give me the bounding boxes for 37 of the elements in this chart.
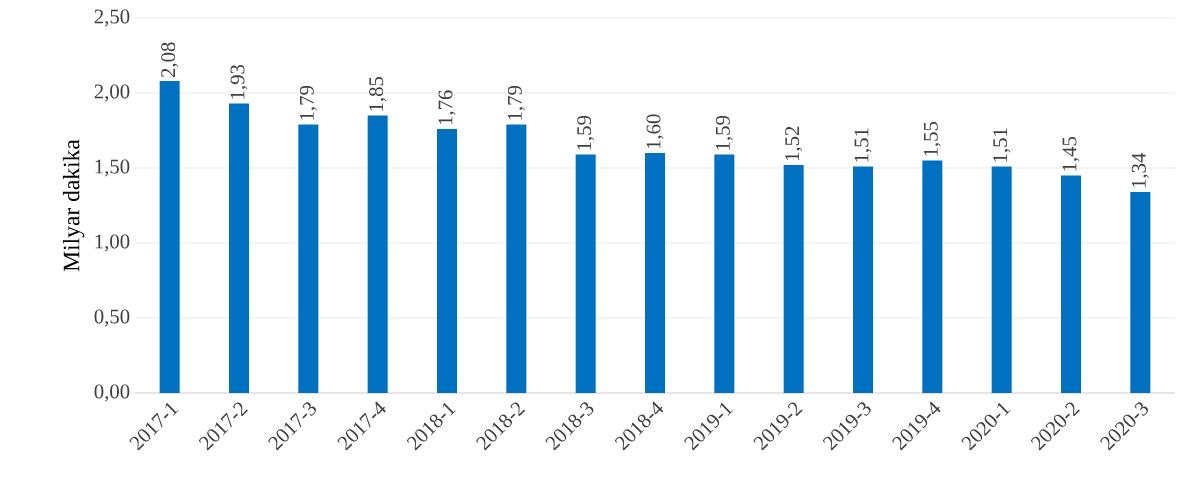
bar (645, 153, 666, 393)
data-label: 1,59 (715, 115, 733, 150)
y-tick-label: 0,50 (94, 309, 130, 327)
bar (1061, 175, 1082, 393)
data-label: 1,59 (577, 115, 595, 150)
bar (853, 166, 874, 393)
y-tick-label: 1,50 (95, 159, 130, 177)
bar (783, 165, 804, 393)
data-label: 1,60 (646, 114, 664, 149)
data-label: 1,51 (993, 128, 1011, 162)
bar (159, 81, 180, 393)
bar (714, 154, 735, 393)
data-label: 1,51 (854, 128, 872, 162)
bar (922, 160, 943, 393)
bar (229, 103, 249, 393)
data-label: 1,79 (507, 85, 525, 120)
data-label: 1,45 (1062, 136, 1080, 171)
y-tick-label: 2,50 (94, 9, 130, 27)
data-label: 1,34 (1131, 152, 1149, 188)
bar (506, 124, 527, 393)
data-label: 1,76 (438, 90, 456, 125)
data-label: 2,08 (161, 42, 179, 78)
bar (991, 166, 1012, 393)
y-tick-label: 0,00 (94, 384, 130, 402)
data-label: 1,55 (923, 121, 941, 156)
data-label: 1,52 (785, 126, 803, 161)
data-label: 1,85 (369, 76, 387, 111)
bar (1130, 192, 1151, 393)
bar (575, 154, 596, 393)
bar (437, 129, 457, 393)
y-tick-label: 1,00 (95, 234, 130, 252)
data-label: 1,79 (299, 85, 317, 120)
data-label: 1,93 (230, 64, 248, 99)
bar (367, 115, 388, 393)
y-axis-title: Milyar dakika (62, 139, 85, 272)
y-tick-label: 2,00 (94, 84, 130, 102)
bar (298, 124, 319, 393)
